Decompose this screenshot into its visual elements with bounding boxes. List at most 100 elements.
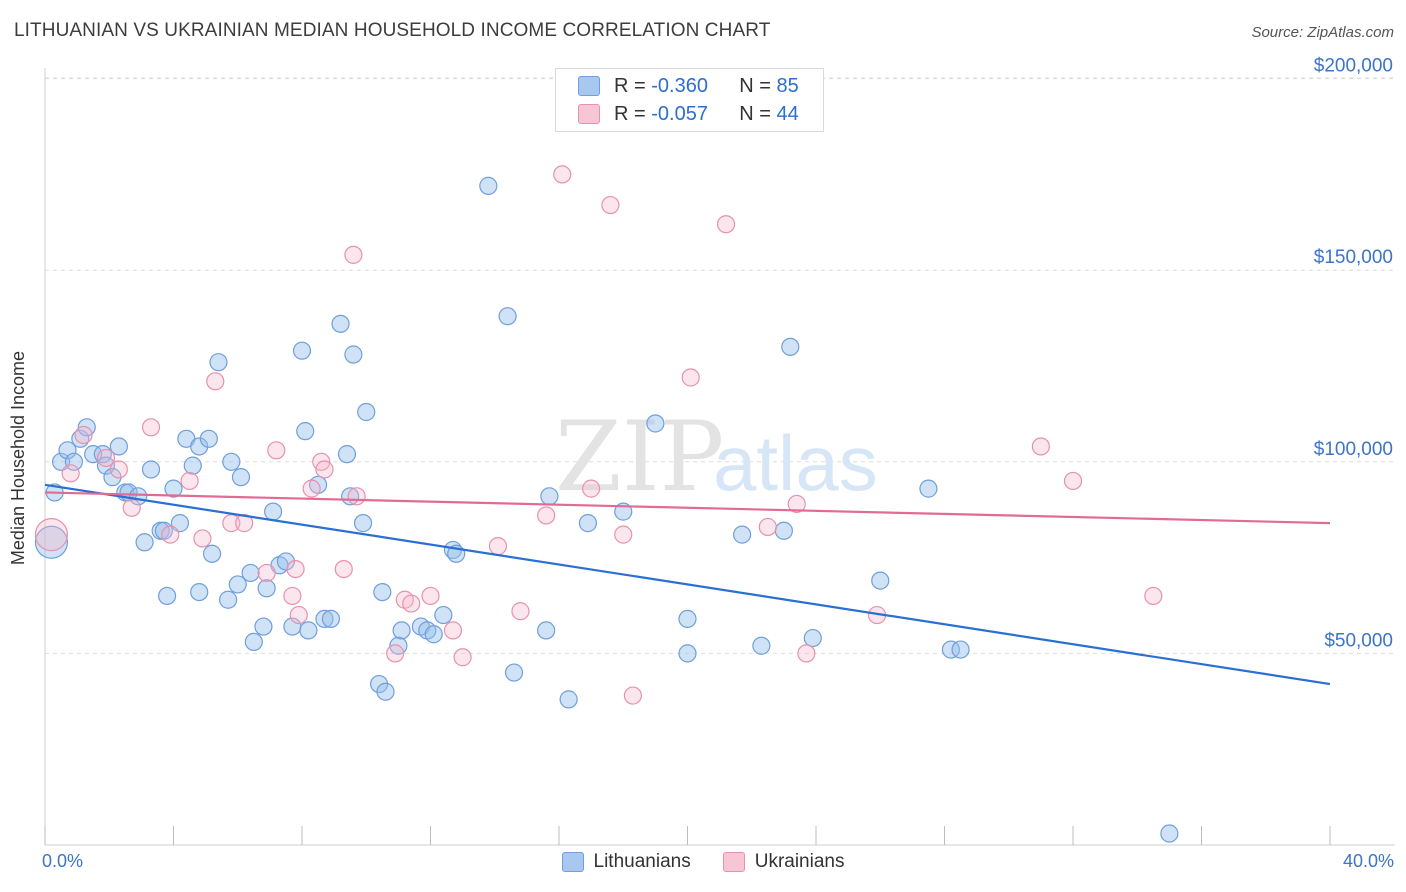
ukrainian-point: [193, 529, 212, 548]
ukrainian-point: [537, 506, 556, 525]
ukrainian-point: [141, 418, 161, 437]
lithuanian-point: [424, 625, 443, 644]
axis-layer: [44, 68, 1395, 846]
watermark: ZIP atlas: [555, 401, 878, 513]
y-axis-label: Median Household Income: [8, 350, 28, 566]
ukrainian-point: [1144, 586, 1163, 606]
lithuanian-point: [479, 176, 498, 195]
ukrainians-legend-swatch: [722, 852, 745, 872]
ukrainian-point: [347, 487, 366, 506]
watermark-zip: ZIP: [555, 401, 724, 513]
lithuanian-point: [337, 445, 357, 464]
lithuanian-point: [190, 437, 209, 456]
lithuanian-point: [733, 525, 752, 544]
source-label: Source: ZipAtlas.com: [1251, 24, 1394, 41]
trend-layer: [44, 483, 1331, 686]
ukrainian-point: [257, 563, 276, 583]
n-label: N =: [739, 74, 777, 97]
lithuanian-point: [135, 533, 154, 552]
lithuanians-trend-line: [44, 483, 1331, 686]
ukrainian-point: [402, 594, 421, 613]
lithuanian-point: [1160, 824, 1179, 843]
n-label: N =: [739, 102, 777, 125]
ukrainian-point: [122, 498, 141, 517]
lithuanian-point: [498, 307, 517, 326]
lithuanian-point: [376, 682, 395, 701]
lithuanian-point: [540, 487, 559, 506]
legend-item-ukrainians[interactable]: Ukrainians: [722, 851, 844, 873]
ukrainian-point: [344, 245, 363, 264]
lithuanian-point: [373, 582, 392, 602]
lithuanian-point: [296, 422, 315, 441]
r-label: R =: [614, 74, 652, 97]
ukrainian-point: [453, 648, 472, 667]
lithuanian-point: [244, 632, 263, 652]
ukrainian-point: [614, 525, 633, 544]
lithuanian-point: [392, 621, 411, 640]
ukrainian-point: [206, 372, 225, 391]
lithuanian-point: [228, 575, 247, 594]
stats-row-ukrainians: R = -0.057 N = 44: [578, 101, 799, 127]
lithuanian-point: [919, 479, 938, 498]
lithuanian-point: [344, 345, 363, 364]
lithuanian-point: [504, 663, 524, 682]
legend-item-lithuanians[interactable]: Lithuanians: [561, 851, 691, 873]
ukrainian-point: [421, 586, 440, 606]
ukrainian-point: [267, 441, 286, 460]
lithuanian-point: [578, 514, 598, 533]
y-tick-label: $50,000: [1324, 630, 1393, 651]
x-tick-label-max: 40.0%: [1342, 851, 1394, 871]
ukrainians-swatch: [578, 104, 600, 124]
watermark-atlas: atlas: [713, 419, 878, 507]
ukrainian-point: [289, 605, 308, 625]
lithuanian-point: [141, 460, 161, 479]
n-value: 44: [776, 102, 799, 125]
lithuanian-point: [199, 429, 218, 448]
lithuanian-point: [941, 640, 961, 659]
lithuanian-point: [190, 582, 209, 602]
lithuanian-point: [678, 644, 697, 663]
lithuanian-point: [781, 337, 800, 356]
ukrainian-point: [61, 464, 80, 483]
ukrainian-point: [286, 559, 305, 579]
lithuanian-point: [164, 479, 183, 498]
lithuanian-point: [951, 640, 970, 659]
lithuanian-point: [292, 341, 312, 360]
lithuanian-point: [241, 563, 260, 583]
lithuanian-point: [315, 609, 334, 629]
lithuanian-point: [254, 617, 273, 636]
lithuanian-point: [434, 605, 453, 625]
y-tick-label: $150,000: [1314, 247, 1393, 268]
lithuanian-point: [263, 502, 283, 521]
lithuanian-point: [109, 437, 128, 456]
lithuanian-point: [202, 544, 222, 563]
ukrainian-point: [623, 686, 642, 705]
ukrainian-point: [109, 460, 128, 479]
lithuanian-point: [353, 514, 373, 533]
y-tick-label: $200,000: [1314, 56, 1393, 77]
lithuanian-point: [357, 402, 376, 422]
ukrainian-point: [582, 479, 601, 498]
lithuanian-point: [209, 353, 228, 372]
lithuanian-point: [58, 441, 77, 460]
lithuanian-point: [222, 452, 241, 471]
ukrainian-point: [553, 165, 572, 184]
lithuanian-point: [299, 621, 318, 640]
lithuanian-point: [231, 468, 251, 487]
ukrainian-point: [1031, 437, 1050, 456]
ukrainian-point: [283, 586, 302, 606]
series-legend: Lithuanians Ukrainians: [0, 851, 1406, 873]
ukrainian-point: [443, 621, 463, 640]
lithuanian-point: [871, 571, 890, 590]
stats-row-lithuanians: R = -0.360 N = 85: [578, 73, 799, 99]
lithuanian-point: [331, 314, 350, 333]
lithuanian-point: [678, 609, 697, 629]
ukrainian-point: [334, 559, 353, 579]
lithuanian-point: [183, 456, 202, 475]
ukrainian-point: [96, 448, 116, 468]
stats-legend: R = -0.360 N = 85 R = -0.057 N = 44: [555, 68, 824, 132]
y-tick-labels: $50,000 $100,000 $150,000 $200,000: [1314, 56, 1393, 652]
lithuanians-legend-swatch: [561, 852, 584, 872]
ukrainian-point: [716, 215, 736, 234]
lithuanian-point: [321, 609, 341, 629]
